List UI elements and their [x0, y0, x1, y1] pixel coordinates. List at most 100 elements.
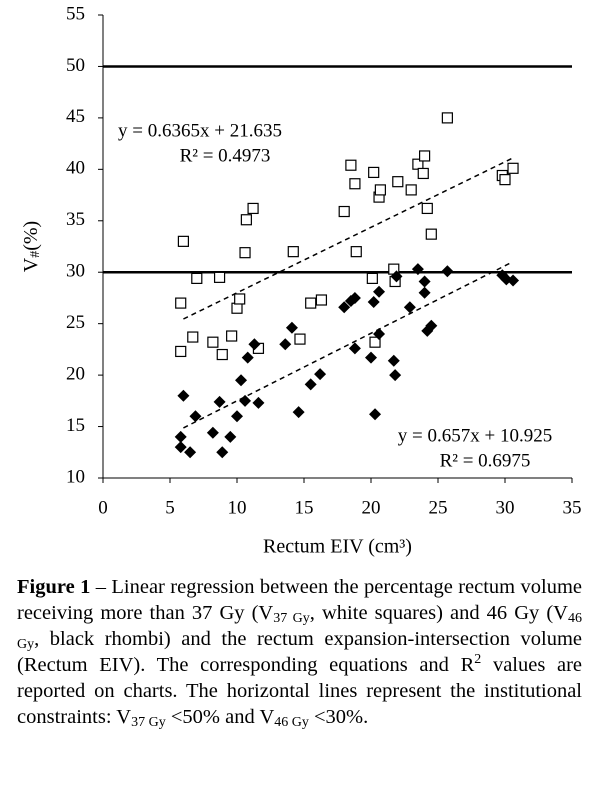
- diamond-point: [241, 351, 254, 364]
- trend-line: [183, 261, 513, 429]
- diamond-point: [174, 430, 187, 443]
- diamond-point: [411, 263, 424, 276]
- diamond-point: [239, 394, 252, 407]
- y-tick-label: 15: [66, 415, 85, 436]
- diamond-point: [184, 446, 197, 459]
- diamond-point: [216, 446, 229, 459]
- square-point: [231, 302, 243, 314]
- y-tick-label: 55: [66, 3, 85, 24]
- square-point: [175, 297, 187, 309]
- square-point: [213, 271, 226, 283]
- square-point: [234, 293, 246, 305]
- y-tick-label: 30: [66, 261, 85, 282]
- diamond-point: [252, 396, 265, 409]
- square-point: [369, 336, 381, 348]
- diamond-point: [213, 395, 226, 408]
- y-label-sub: #: [28, 251, 43, 258]
- x-axis-label: Rectum EIV (cm³): [263, 536, 412, 558]
- square-point: [191, 272, 203, 284]
- diamond-point: [206, 426, 219, 439]
- y-tick-label: 10: [66, 466, 85, 487]
- equation-label: R² = 0.6975: [440, 450, 531, 471]
- caption-run: 2: [474, 652, 482, 667]
- square-point: [247, 202, 259, 215]
- caption-run: – Linear regression between the percenta…: [17, 576, 582, 624]
- caption-run: 37 Gy: [131, 715, 166, 730]
- diamond-point: [235, 374, 248, 387]
- square-point: [366, 272, 378, 284]
- square-point: [315, 294, 328, 306]
- square-point: [425, 228, 437, 240]
- square-point: [226, 330, 238, 342]
- caption-run: values are reported on charts. The horiz…: [17, 654, 582, 728]
- x-tick-label: 30: [496, 497, 515, 518]
- caption-run: , white squares) and 46 Gy (V: [309, 602, 568, 624]
- diamond-point: [365, 351, 377, 364]
- square-point: [419, 150, 431, 162]
- diamond-point: [231, 410, 243, 423]
- diamond-point: [338, 301, 351, 314]
- equation-label: y = 0.6365x + 21.635: [118, 120, 282, 141]
- x-tick-label: 5: [165, 497, 175, 518]
- caption-run: 37 Gy: [273, 611, 310, 626]
- square-point: [345, 159, 357, 171]
- caption-run: <30%.: [308, 706, 369, 728]
- square-point: [207, 336, 219, 348]
- figure-caption: Figure 1 – Linear regression between the…: [17, 574, 582, 730]
- square-point: [499, 174, 511, 186]
- x-tick-label: 25: [429, 497, 448, 518]
- diamond-point: [418, 286, 431, 299]
- diamond-point: [304, 378, 317, 391]
- square-point: [350, 246, 362, 258]
- diamond-point: [348, 342, 361, 355]
- diamond-point: [441, 265, 454, 278]
- y-label-main: V: [20, 257, 42, 272]
- square-point: [305, 297, 317, 309]
- diamond-point: [189, 410, 202, 423]
- diamond-point: [389, 369, 402, 382]
- square-point: [175, 345, 187, 358]
- diamond-point: [314, 368, 327, 381]
- diamond-point: [279, 338, 292, 351]
- diamond-point: [177, 389, 190, 402]
- square-point: [392, 176, 404, 188]
- trend-line: [183, 157, 513, 320]
- diamond-point: [369, 408, 382, 421]
- diamond-point: [390, 270, 403, 283]
- caption-run: <50% and V: [165, 706, 275, 728]
- diamond-point: [425, 319, 438, 332]
- square-point: [374, 184, 386, 196]
- square-point: [177, 235, 189, 247]
- square-point: [216, 348, 228, 361]
- equation-label: R² = 0.4973: [180, 145, 271, 166]
- caption-run: 46 Gy: [17, 611, 582, 652]
- diamond-point: [373, 285, 386, 298]
- x-tick-label: 35: [563, 497, 582, 518]
- diamond-point: [373, 327, 386, 340]
- square-point: [294, 333, 306, 345]
- square-point: [421, 202, 433, 215]
- diamond-point: [348, 291, 361, 304]
- square-point: [368, 166, 380, 179]
- square-point: [239, 247, 251, 259]
- y-tick-label: 25: [66, 312, 85, 333]
- diamond-point: [418, 275, 431, 288]
- caption-run: Figure 1: [17, 576, 91, 598]
- x-tick-label: 10: [228, 497, 247, 518]
- diamond-point: [285, 321, 298, 334]
- square-point: [187, 331, 199, 343]
- y-tick-label: 35: [66, 209, 85, 230]
- y-tick-label: 45: [66, 106, 85, 127]
- square-point: [338, 205, 350, 218]
- chart: Rectum EIV (cm³) V#(%) 10 15 20 25 30 35 40 45 5…: [20, 3, 582, 558]
- diamond-point: [224, 430, 237, 443]
- square-point: [240, 214, 252, 226]
- caption-run: 46 Gy: [274, 715, 309, 730]
- y-axis-label: V#(%): [20, 221, 44, 272]
- diamond-point: [174, 441, 187, 454]
- x-tick-label: 20: [362, 497, 381, 518]
- square-point: [349, 178, 361, 190]
- y-label-unit: (%): [20, 221, 42, 251]
- diamond-point: [507, 274, 520, 287]
